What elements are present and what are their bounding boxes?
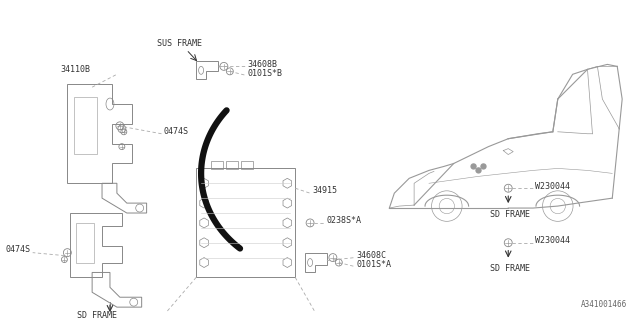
Text: W230044: W230044 — [535, 236, 570, 245]
Circle shape — [481, 164, 486, 169]
Circle shape — [476, 168, 481, 173]
Text: 34110B: 34110B — [60, 65, 90, 74]
Text: SUS FRAME: SUS FRAME — [157, 39, 202, 48]
Bar — [241, 161, 253, 169]
Text: 0474S: 0474S — [163, 127, 188, 136]
Bar — [211, 161, 223, 169]
Text: 0474S: 0474S — [6, 245, 31, 254]
Text: 34915: 34915 — [312, 186, 337, 195]
Text: 34608B: 34608B — [248, 60, 278, 69]
Text: SD FRAME: SD FRAME — [77, 310, 117, 320]
Text: 0238S*A: 0238S*A — [327, 216, 362, 225]
Text: SD FRAME: SD FRAME — [490, 264, 531, 273]
Text: W230044: W230044 — [535, 182, 570, 191]
Text: 34608C: 34608C — [356, 251, 387, 260]
Text: A341001466: A341001466 — [581, 300, 627, 309]
Text: 0101S*B: 0101S*B — [248, 69, 283, 78]
Bar — [196, 168, 295, 277]
Text: SD FRAME: SD FRAME — [490, 210, 531, 219]
Circle shape — [471, 164, 476, 169]
Text: 0101S*A: 0101S*A — [356, 260, 392, 269]
Bar — [226, 161, 238, 169]
